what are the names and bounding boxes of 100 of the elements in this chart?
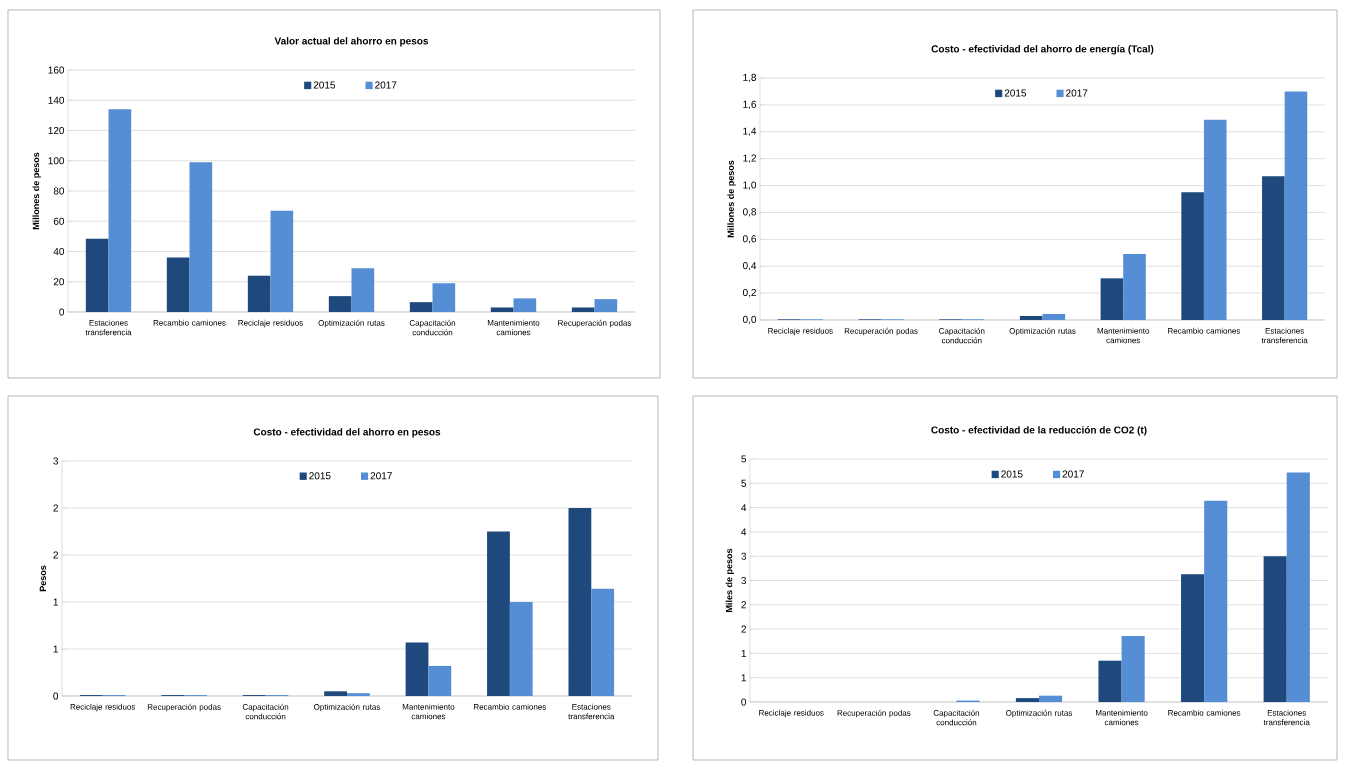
x-tick-label: Reciclaje residuos (759, 709, 824, 718)
bar (189, 162, 213, 312)
y-tick-label: 1,0 (743, 181, 757, 190)
y-tick-label: 1,8 (743, 73, 757, 83)
bar (568, 508, 592, 696)
x-tick-label: Estaciones transferencia (1263, 709, 1310, 726)
y-tick-label: 2 (741, 601, 746, 609)
y-tick-label: 3 (53, 457, 59, 465)
bar (347, 693, 370, 696)
legend-label: 2015 (313, 81, 336, 89)
y-tick-label: 1 (741, 674, 746, 682)
x-tick-label: Optimización rutas (318, 319, 385, 328)
bar (1203, 119, 1227, 320)
y-tick-label: 20 (53, 278, 65, 286)
x-tick-label: Mantenimiento camiones (402, 703, 455, 720)
bar (247, 275, 271, 312)
bar (1181, 192, 1204, 320)
y-tick-label: 4 (741, 504, 747, 512)
bar (1286, 472, 1310, 702)
x-tick-label: Capacitación conducción (242, 703, 289, 720)
legend-label: 2015 (1001, 470, 1023, 478)
bar (1039, 695, 1063, 702)
bar (490, 307, 514, 312)
x-tick-label: Recuperación podas (844, 327, 918, 336)
y-tick-label: 0,0 (742, 315, 757, 325)
x-tick-label: Capacitación conducción (409, 319, 456, 336)
bar (1263, 556, 1287, 702)
bar (1181, 574, 1205, 702)
y-tick-label: 0,2 (742, 288, 756, 298)
y-tick-label: 0,6 (742, 235, 757, 244)
y-tick-label: 60 (53, 217, 65, 225)
x-tick-label: Recambio camiones (153, 319, 226, 326)
x-tick-label: Reciclaje residuos (768, 327, 833, 336)
y-tick-label: 3 (741, 576, 747, 585)
y-tick-label: 1 (53, 598, 58, 606)
chart-title: Costo - efectividad del ahorro de energía (Tcal) (931, 45, 1154, 55)
x-tick-label: Capacitación conducción (933, 709, 980, 726)
x-tick-label: Mantenimiento camiones (487, 319, 540, 336)
y-tick-label: 0 (59, 308, 65, 316)
y-tick-label: 0 (53, 692, 59, 700)
y-tick-label: 1 (741, 649, 746, 657)
x-tick-label: Estaciones transferencia (85, 319, 132, 336)
x-tick-label: Reciclaje residuos (70, 703, 136, 712)
y-axis-title: Millones de pesos (32, 152, 41, 230)
x-tick-label: Recuperación podas (147, 703, 221, 712)
y-tick-label: 1 (53, 645, 58, 653)
bar (1019, 315, 1043, 320)
x-tick-label: Recambio camiones (1168, 327, 1241, 334)
y-tick-label: 2 (741, 625, 746, 633)
x-tick-label: Reciclaje residuos (238, 319, 303, 328)
bar (1284, 91, 1308, 320)
y-tick-label: 2 (53, 551, 58, 559)
x-tick-label: Optimización rutas (1006, 709, 1073, 718)
bar (1204, 500, 1228, 702)
bar (432, 283, 456, 312)
bar (1123, 254, 1146, 320)
bar (1100, 278, 1124, 320)
x-tick-label: Recambio camiones (1168, 709, 1241, 716)
bar (594, 299, 618, 312)
bar (591, 588, 615, 696)
chart-title: Costo - efectividad de la reducción de CO2 (t) (931, 426, 1147, 436)
bar (428, 665, 452, 696)
legend-label: 2017 (1066, 89, 1088, 97)
y-tick-label: 0,8 (742, 208, 757, 217)
bar (1262, 176, 1285, 320)
bar (409, 302, 433, 312)
x-tick-label: Recuperación podas (837, 709, 911, 718)
x-tick-label: Mantenimiento camiones (1096, 709, 1148, 726)
y-tick-label: 5 (741, 479, 747, 487)
bar (351, 268, 375, 312)
y-tick-label: 5 (741, 455, 747, 463)
y-tick-label: 40 (53, 247, 65, 256)
y-tick-label: 120 (48, 126, 65, 135)
legend-label: 2017 (370, 472, 392, 480)
bar (1121, 635, 1145, 702)
bar (1015, 698, 1040, 702)
y-tick-label: 0 (741, 698, 747, 706)
x-tick-label: Mantenimiento camiones (1097, 327, 1150, 344)
y-axis-title: Millones de pesos (727, 160, 736, 238)
bar (405, 642, 429, 696)
chart-title: Costo - efectividad del ahorro en pesos (253, 428, 441, 438)
bar (108, 109, 132, 312)
x-tick-label: Recambio camiones (474, 703, 547, 710)
bar (270, 210, 294, 312)
bar (166, 257, 190, 312)
y-axis-title: Pesos (39, 565, 47, 592)
y-tick-label: 1,2 (743, 154, 756, 163)
bar (513, 298, 537, 312)
x-tick-label: Optimización rutas (1009, 327, 1076, 336)
y-tick-label: 2 (53, 504, 58, 512)
y-tick-label: 1,6 (743, 100, 757, 110)
legend-label: 2017 (375, 81, 397, 89)
y-tick-label: 160 (48, 66, 65, 74)
y-tick-label: 1,4 (743, 127, 757, 136)
y-tick-label: 0,4 (742, 262, 757, 271)
y-tick-label: 140 (48, 96, 65, 104)
x-tick-label: Recuperación podas (558, 319, 632, 328)
y-tick-label: 80 (53, 187, 65, 195)
y-tick-label: 100 (48, 157, 65, 165)
chart-title: Valor actual del ahorro en pesos (274, 37, 429, 47)
